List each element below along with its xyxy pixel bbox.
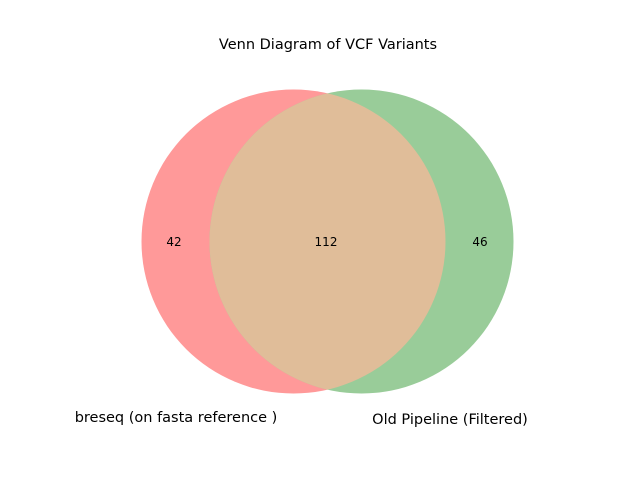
count-breseq-only: 42 [166, 235, 181, 249]
diagram-title: Venn Diagram of VCF Variants [219, 37, 437, 53]
count-intersection: 112 [315, 235, 338, 249]
set-label-old-pipeline: Old Pipeline (Filtered) [372, 412, 528, 428]
count-old-pipeline-only: 46 [472, 235, 487, 249]
set-label-breseq: breseq (on fasta reference ) [75, 410, 278, 426]
